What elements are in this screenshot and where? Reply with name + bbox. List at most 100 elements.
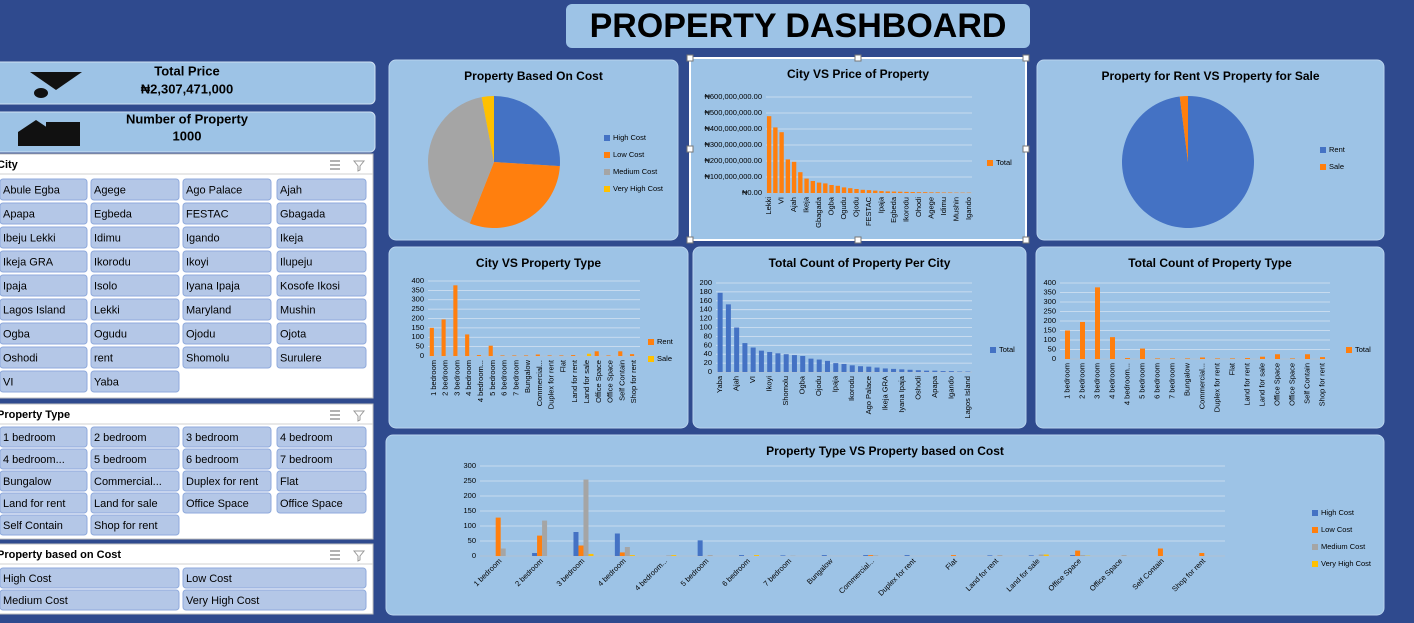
slicer-button[interactable] [182,250,272,273]
slicer-button-label: 1 bedroom [3,432,56,444]
slicer-button[interactable] [276,274,367,297]
slicer-button[interactable] [0,226,88,249]
chart-title: Property for Rent VS Property for Sale [1101,69,1319,83]
slicer-button[interactable] [90,470,180,492]
slicer-button[interactable] [90,426,180,448]
slicer-button[interactable] [182,470,272,492]
slicer-button[interactable] [182,426,272,448]
slicer-button[interactable] [90,322,180,345]
slicer-button[interactable] [0,514,88,536]
selection-handle[interactable] [1022,145,1030,153]
x-tick-label: Ipaja [831,375,840,392]
slicer-button[interactable] [276,298,367,321]
x-tick-label: 7 bedroom [511,360,520,396]
slicer-button[interactable] [276,426,367,448]
slicer-button[interactable] [0,426,88,448]
slicer-button[interactable] [182,322,272,345]
bar [707,555,713,556]
selection-handle[interactable] [1022,236,1030,244]
chart-title: Property Type VS Property based on Cost [766,444,1004,458]
selection-handle[interactable] [1022,54,1030,62]
slicer-button[interactable] [0,178,88,201]
clear-filter-icon[interactable] [352,550,366,562]
slicer-button[interactable] [182,448,272,470]
slicer-button[interactable] [0,274,88,297]
slicer-button[interactable] [90,202,180,225]
selection-handle[interactable] [686,54,694,62]
legend-swatch [604,135,610,141]
clear-filter-icon[interactable] [352,410,366,422]
legend-swatch [1312,510,1318,516]
slicer-button[interactable] [90,226,180,249]
legend-swatch [1312,544,1318,550]
slicer-button[interactable] [182,274,272,297]
bar [767,351,773,372]
slicer-button[interactable] [90,178,180,201]
slicer-button-label: Abule Egba [3,184,61,196]
slicer-button[interactable] [182,346,272,369]
slicer-button[interactable] [182,178,272,201]
slicer-button[interactable] [182,298,272,321]
selection-handle[interactable] [686,236,694,244]
slicer-button-label: 5 bedroom [94,454,147,466]
selection-handle[interactable] [686,145,694,153]
slicer-button[interactable] [0,250,88,273]
bar [873,555,879,556]
x-tick-label: Bungalow [1182,362,1191,396]
x-tick-label: 3 bedroom [452,360,461,396]
slicer-button[interactable] [276,448,367,470]
bar [874,367,880,372]
slicer-button[interactable] [182,202,272,225]
clear-filter-icon[interactable] [352,160,366,172]
bar [1140,348,1145,359]
y-tick-label: 200 [411,313,424,322]
slicer-button[interactable] [276,202,367,225]
slicer-button[interactable] [276,226,367,249]
slicer-button[interactable] [90,514,180,536]
slicer-button[interactable] [0,322,88,345]
x-tick-label: Gbagada [814,196,823,228]
selection-handle[interactable] [854,236,862,244]
slicer-button[interactable] [0,298,88,321]
slicer-button[interactable] [0,346,88,369]
slicer-button[interactable] [182,589,367,611]
bar [823,183,828,193]
bar [1080,555,1086,556]
slicer-button[interactable] [182,492,272,514]
slicer-button[interactable] [0,589,180,611]
slicer-button[interactable] [182,226,272,249]
slicer-button-label: 3 bedroom [186,432,239,444]
slicer-button[interactable] [0,202,88,225]
slicer-button-label: Surulere [280,352,322,364]
slicer-button[interactable] [90,492,180,514]
slicer-button[interactable] [0,470,88,492]
bar [453,285,458,356]
selection-handle[interactable] [854,54,862,62]
multi-select-icon[interactable] [330,550,340,560]
slicer-button[interactable] [90,298,180,321]
bar [898,191,903,193]
slicer-button[interactable] [0,448,88,470]
slicer-button[interactable] [182,567,367,589]
slicer-button[interactable] [276,178,367,201]
y-tick-label: 50 [416,342,424,351]
slicer-button[interactable] [90,274,180,297]
slicer-button[interactable] [276,470,367,492]
slicer-button[interactable] [276,346,367,369]
multi-select-icon[interactable] [330,410,340,420]
slicer-button[interactable] [90,370,180,393]
multi-select-icon[interactable] [330,160,340,170]
slicer-button[interactable] [276,322,367,345]
slicer-button[interactable] [0,492,88,514]
slicer-button[interactable] [90,448,180,470]
x-tick-label: FESTAC [864,196,873,226]
slicer-button[interactable] [0,567,180,589]
legend-swatch [604,186,610,192]
bar [775,353,781,372]
slicer-button[interactable] [0,370,88,393]
slicer-button[interactable] [276,492,367,514]
slicer-button[interactable] [90,346,180,369]
slicer-button[interactable] [90,250,180,273]
chart-title: City VS Property Type [476,256,601,270]
slicer-button[interactable] [276,250,367,273]
